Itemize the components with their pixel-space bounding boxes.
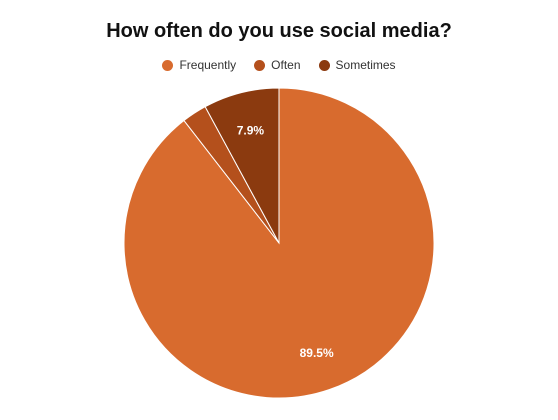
legend-marker-frequently xyxy=(162,59,174,71)
legend-label-sometimes: Sometimes xyxy=(335,58,396,72)
data-label-sometimes: 7.9% xyxy=(237,123,265,137)
legend-label-often: Often xyxy=(271,58,301,72)
data-label-frequently: 89.5% xyxy=(300,346,334,360)
legend: Frequently Often Sometimes xyxy=(0,58,558,72)
legend-item-frequently[interactable]: Frequently xyxy=(162,58,236,72)
legend-item-often[interactable]: Often xyxy=(254,58,301,72)
legend-marker-sometimes xyxy=(318,59,330,71)
legend-label-frequently: Frequently xyxy=(179,58,237,72)
pie-slice-frequently[interactable] xyxy=(123,87,435,399)
legend-item-sometimes[interactable]: Sometimes xyxy=(318,58,396,72)
chart-title: How often do you use social media? xyxy=(106,20,452,42)
legend-marker-often xyxy=(254,59,266,71)
pie-slice-sometimes[interactable] xyxy=(204,87,280,244)
pie-slices xyxy=(123,87,435,399)
pie-labels: 89.5% 7.9% xyxy=(237,123,334,360)
